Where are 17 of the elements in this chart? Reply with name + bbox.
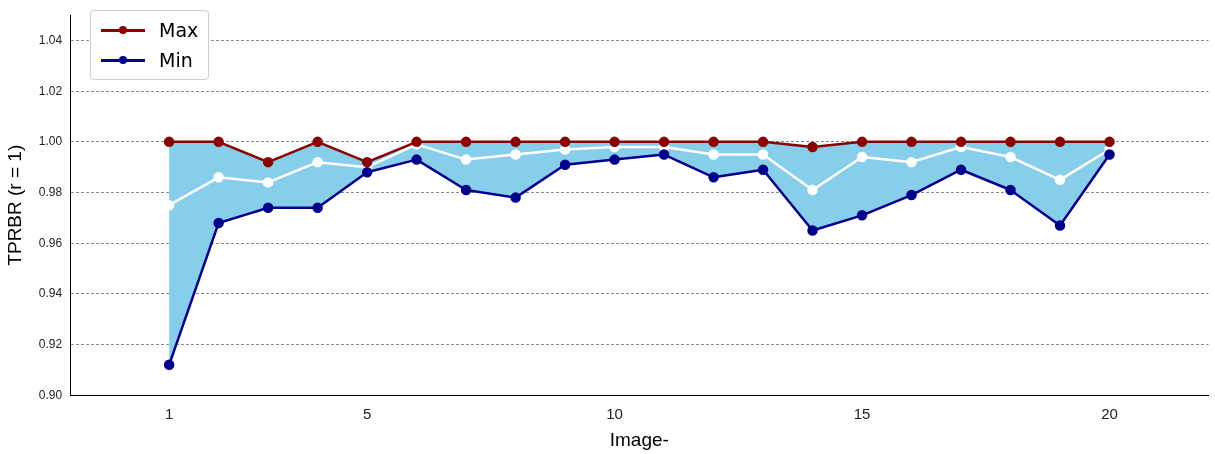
x-tick-label: 10: [606, 405, 623, 423]
y-tick-label: 0.94: [38, 286, 63, 301]
y-tick-label: 0.90: [38, 387, 63, 402]
y-tick-label: 1.02: [38, 83, 63, 98]
y-tick-label: 0.92: [38, 336, 63, 351]
y-tick-label: 0.96: [38, 235, 63, 250]
legend-label: Min: [159, 49, 193, 71]
x-tick-label: 15: [853, 405, 871, 423]
y-tick-label: 1.00: [38, 134, 63, 149]
x-tick-label: 1: [164, 405, 174, 423]
x-axis-title: Image-: [609, 428, 669, 450]
y-tick-label: 1.04: [38, 32, 63, 47]
legend-label: Max: [159, 19, 199, 41]
y-axis-title: TPRBR (r = 1): [3, 144, 25, 266]
x-tick-label: 20: [1101, 405, 1118, 423]
y-tick-label: 0.98: [38, 184, 63, 199]
x-tick-label: 5: [362, 405, 372, 423]
